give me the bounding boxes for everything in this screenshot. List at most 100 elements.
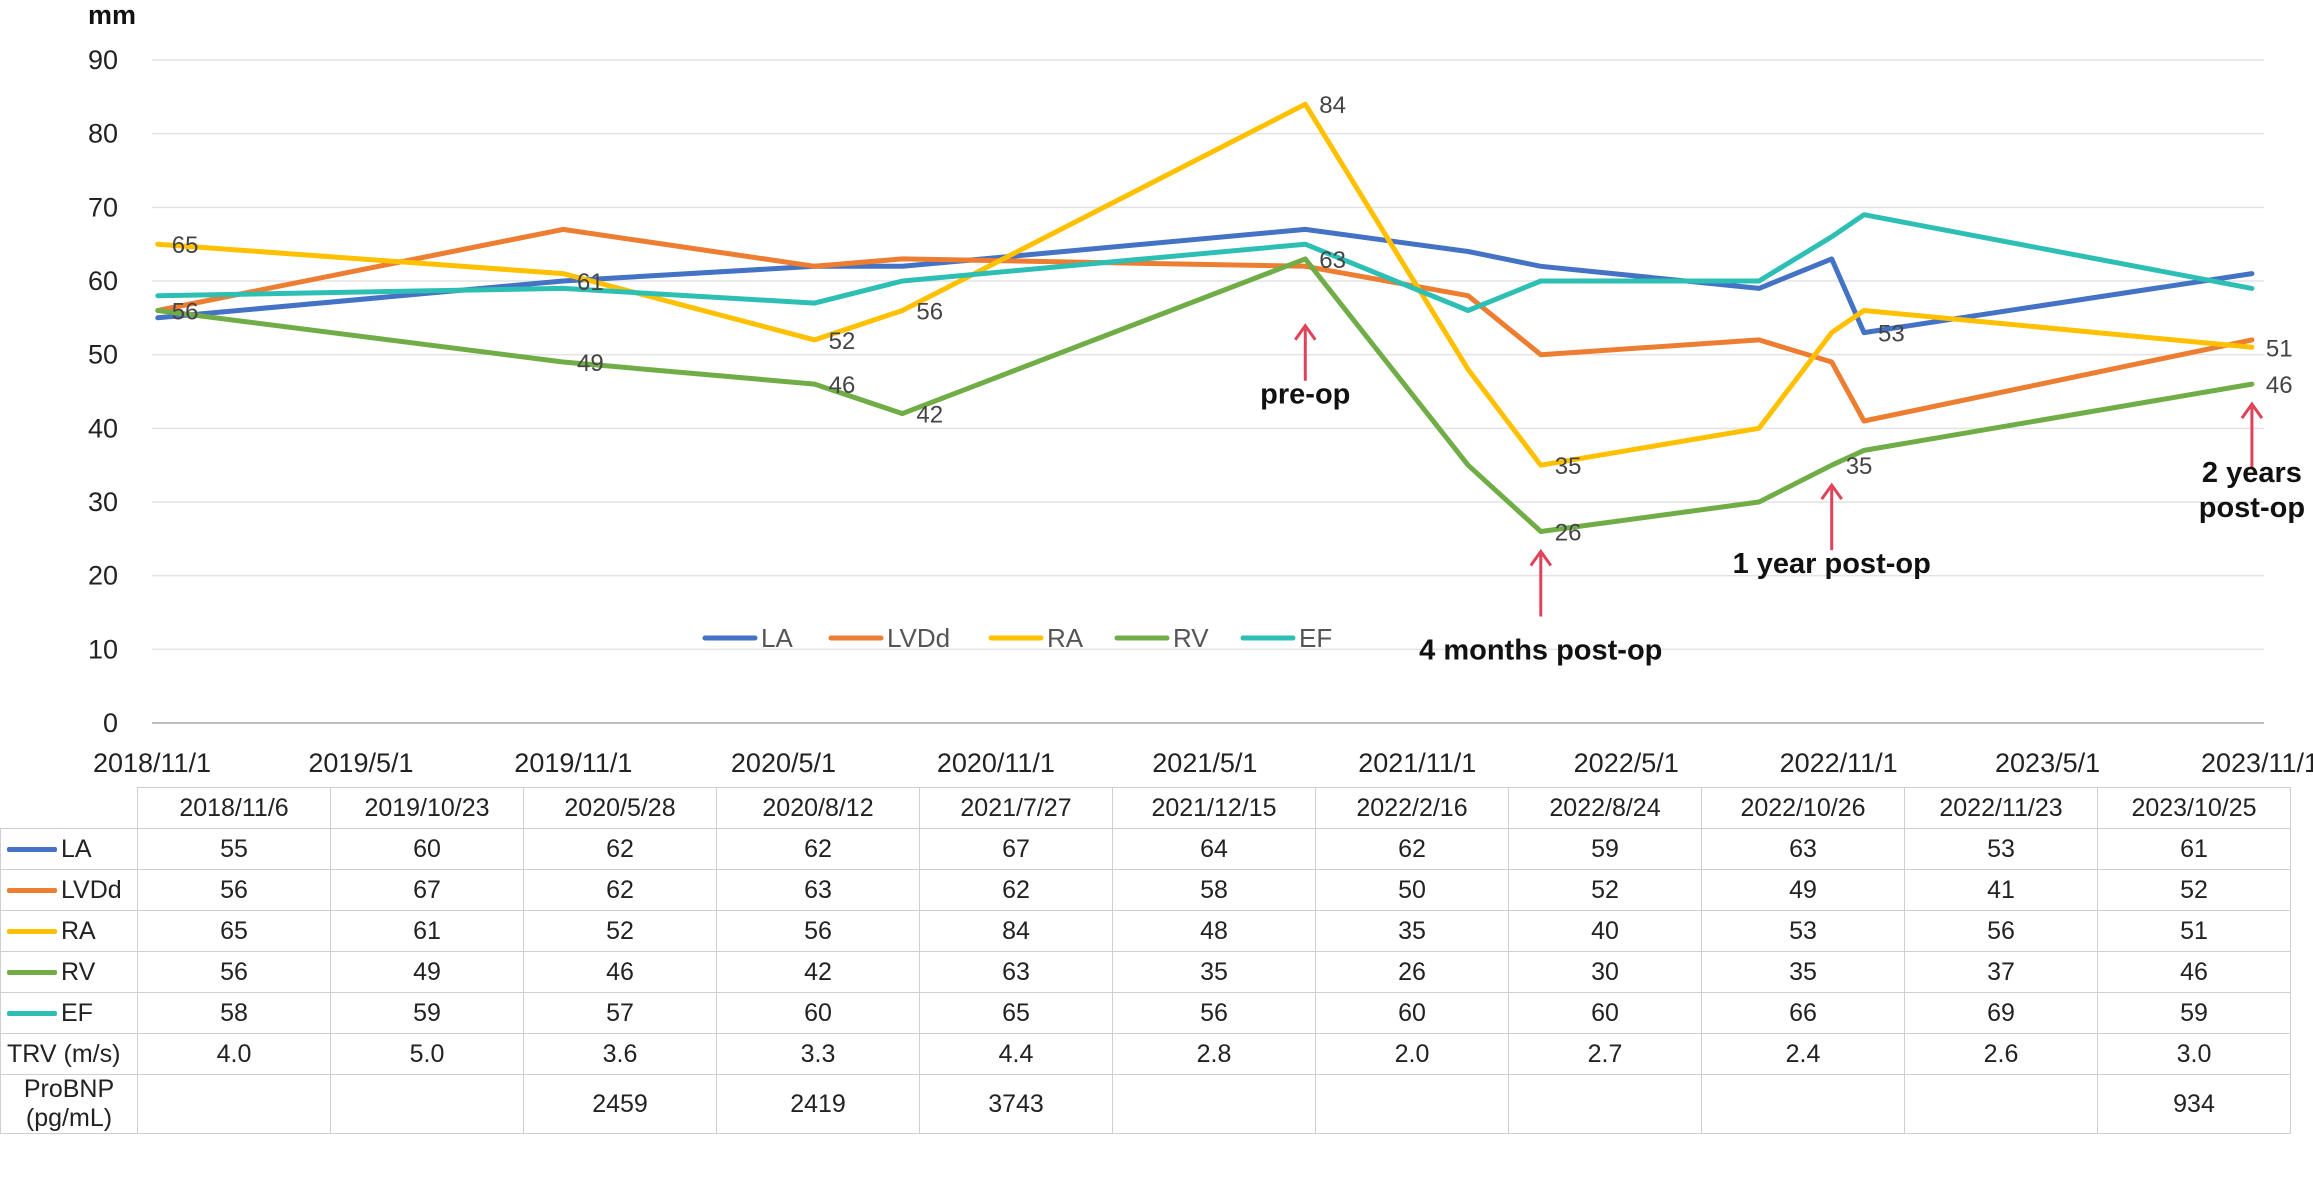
table-cell: 62 <box>919 869 1113 911</box>
data-table: 2018/11/6 2019/10/23 2020/5/28 2020/8/12 202… <box>0 787 2291 1134</box>
x-tick-label: 2019/11/1 <box>514 748 632 778</box>
table-row: LA 55 60 62 62 67 64 62 59 63 53 61 <box>0 828 2291 870</box>
table-cell: 59 <box>2097 992 2291 1034</box>
table-cell <box>1315 1074 1509 1134</box>
legend-label: EF <box>1299 623 1332 653</box>
table-header-row: 2018/11/6 2019/10/23 2020/5/28 2020/8/12 202… <box>1 787 2291 829</box>
x-tick-label: 2020/11/1 <box>937 748 1055 778</box>
table-cell: 56 <box>137 951 331 993</box>
table-cell: 37 <box>1904 951 2098 993</box>
series-lines <box>155 101 2255 534</box>
x-axis-tick-labels: 2018/11/1 2019/5/1 2019/11/1 2020/5/1 2020/1… <box>93 748 2313 778</box>
table-cell: 66 <box>1701 992 1905 1034</box>
data-label: 49 <box>577 350 604 377</box>
annotation-label: 2 years <box>2202 457 2302 489</box>
data-label: 51 <box>2266 335 2293 362</box>
table-cell: 2459 <box>523 1074 717 1134</box>
x-tick-label: 2021/11/1 <box>1358 748 1476 778</box>
y-tick-label: 0 <box>103 708 118 738</box>
series-swatch <box>7 1011 57 1017</box>
table-cell: 63 <box>919 951 1113 993</box>
table-date-header: 2019/10/23 <box>330 787 524 829</box>
legend: LA LVDd RA RV EF <box>702 623 1332 653</box>
table-cell: 52 <box>523 910 717 952</box>
y-tick-label: 90 <box>88 45 118 75</box>
table-cell: 63 <box>1701 828 1905 870</box>
table-row: TRV (m/s) 4.0 5.0 3.6 3.3 4.4 2.8 2.0 2.7 2.4 2.6 3… <box>0 1033 2291 1075</box>
table-cell: 35 <box>1315 910 1509 952</box>
table-cell: 3743 <box>919 1074 1113 1134</box>
table-cell: 56 <box>716 910 920 952</box>
table-cell: 5.0 <box>330 1033 524 1075</box>
data-label: 26 <box>1555 519 1582 546</box>
table-cell: 4.0 <box>137 1033 331 1075</box>
series-line-la <box>155 226 2255 336</box>
table-cell: 67 <box>919 828 1113 870</box>
table-corner <box>1 788 138 829</box>
table-cell: 56 <box>137 869 331 911</box>
annotation-arrowhead <box>1294 323 1317 341</box>
table-cell: 2.6 <box>1904 1033 2098 1075</box>
table-cell: 26 <box>1315 951 1509 993</box>
table-cell: 51 <box>2097 910 2291 952</box>
data-labels: 56 65 61 49 52 46 56 42 84 63 35 26 53 35 51 46 <box>172 92 2293 546</box>
data-label: 84 <box>1319 92 1346 119</box>
annotation-label: 4 months post-op <box>1419 634 1662 666</box>
data-label: 35 <box>1846 453 1873 480</box>
data-label: 42 <box>916 402 943 429</box>
table-cell: 53 <box>1701 910 1905 952</box>
table-cell: 57 <box>523 992 717 1034</box>
table-cell: 60 <box>1315 992 1509 1034</box>
table-cell: 67 <box>330 869 524 911</box>
table-cell: 65 <box>137 910 331 952</box>
y-tick-label: 80 <box>88 119 118 149</box>
table-cell: 55 <box>137 828 331 870</box>
table-cell: 69 <box>1904 992 2098 1034</box>
y-tick-label: 30 <box>88 487 118 517</box>
series-name: LVDd <box>61 875 122 904</box>
table-cell: 62 <box>523 869 717 911</box>
y-tick-label: 40 <box>88 413 118 443</box>
annotations: pre-op 4 months post-op 1 year post-op 2 ye… <box>1260 323 2305 666</box>
data-label: 56 <box>172 298 199 325</box>
table-date-header: 2023/10/25 <box>2097 787 2291 829</box>
table-cell <box>1508 1074 1702 1134</box>
table-cell: 2.8 <box>1112 1033 1316 1075</box>
data-label: 65 <box>172 232 199 259</box>
legend-label: RV <box>1173 623 1209 653</box>
table-row-label: LA <box>0 828 138 870</box>
y-axis-tick-labels: 0 10 20 30 40 50 60 70 80 90 <box>88 45 118 738</box>
table-cell: 3.6 <box>523 1033 717 1075</box>
table-row-label: LVDd <box>0 869 138 911</box>
legend-label: RA <box>1047 623 1084 653</box>
table-row: RV 56 49 46 42 63 35 26 30 35 37 46 <box>0 951 2291 993</box>
table-date-header: 2022/2/16 <box>1315 787 1509 829</box>
table-cell: 60 <box>330 828 524 870</box>
series-name: LA <box>61 834 92 863</box>
table-cell <box>1904 1074 2098 1134</box>
table-row-label: TRV (m/s) <box>0 1033 138 1075</box>
table-cell: 60 <box>1508 992 1702 1034</box>
x-tick-label: 2020/5/1 <box>731 748 836 778</box>
legend-label: LVDd <box>887 623 950 653</box>
x-tick-label: 2019/5/1 <box>308 748 413 778</box>
series-swatch <box>7 929 57 935</box>
table-date-header: 2018/11/6 <box>137 787 331 829</box>
table-cell: 42 <box>716 951 920 993</box>
annotation-arrowhead <box>1820 482 1843 501</box>
table-cell: 40 <box>1508 910 1702 952</box>
table-row-label: ProBNP (pg/mL) <box>0 1074 138 1134</box>
table-cell: 46 <box>2097 951 2291 993</box>
y-tick-label: 20 <box>88 561 118 591</box>
annotation-label: pre-op <box>1260 379 1350 411</box>
table-date-header: 2022/8/24 <box>1508 787 1702 829</box>
table-cell: 61 <box>330 910 524 952</box>
table-row-label: RA <box>0 910 138 952</box>
table-row: ProBNP (pg/mL) 2459 2419 3743 934 <box>0 1074 2291 1134</box>
table-date-header: 2021/12/15 <box>1112 787 1316 829</box>
table-date-header: 2020/8/12 <box>716 787 920 829</box>
table-cell: 48 <box>1112 910 1316 952</box>
table-cell: 35 <box>1112 951 1316 993</box>
series-swatch <box>7 888 57 894</box>
table-date-header: 2020/5/28 <box>523 787 717 829</box>
